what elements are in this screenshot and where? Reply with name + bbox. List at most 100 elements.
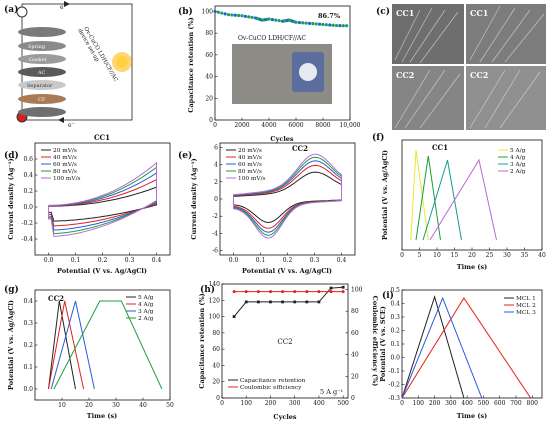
retention-point [237, 13, 241, 18]
series-line [401, 297, 532, 399]
plot-h-lines [232, 285, 345, 318]
series-line [415, 155, 441, 241]
y-tick-label: -6 [212, 248, 218, 255]
legend-label: 20 mV/s [53, 148, 77, 154]
plot-e-lines [233, 153, 342, 239]
legend-label: 3 A/g [510, 162, 526, 168]
coulombic-point [317, 290, 321, 294]
retention-point [220, 11, 224, 15]
cv-curve [48, 186, 157, 222]
layer-label-separator: Separator [27, 83, 53, 89]
plot-f-xlabel: Time (s) [457, 263, 487, 271]
panel-c-label: (c) [376, 6, 390, 17]
y-tick-label: 2 [214, 179, 218, 186]
legend-label: 60 mV/s [53, 162, 77, 168]
capacitance-point [341, 285, 345, 289]
plot-h-y2label: Coulombic efficiency (%) [371, 296, 379, 387]
x-tick-label: 4000 [261, 122, 276, 129]
plot-f-lines [410, 149, 497, 241]
y-tick-label: 0.0 [390, 355, 400, 362]
capacitance-point [305, 300, 309, 304]
plot-e-ylabel: Current density (Ag⁻¹) [190, 158, 198, 239]
x-tick-label: 100 [413, 400, 425, 407]
retention-point [334, 23, 339, 28]
sem-label-3: CC2 [396, 70, 414, 80]
separator-layer [18, 80, 66, 90]
plot-h-ylabel: Capacitance retention (%) [198, 293, 206, 388]
sem-image-1 [392, 4, 464, 64]
plot-d-ylabel: Current density (Ag⁻¹) [7, 158, 15, 239]
cap-layer [18, 27, 66, 37]
retention-point [294, 20, 298, 24]
x-tick-label: 0.3 [125, 257, 135, 264]
cv-curve [48, 161, 157, 237]
y-tick-label: 20 [212, 379, 220, 386]
x-tick-label: 300 [289, 400, 301, 407]
x-tick-label: 600 [494, 400, 506, 407]
cv-curve [48, 166, 157, 235]
coulombic-point [341, 290, 345, 294]
plot-f-title: CC1 [432, 143, 448, 152]
coulombic-point [305, 290, 309, 294]
panel-d: (d) 0.0 0.1 0.2 0.3 0.4-0.4-0.20.00.20.40.6 … [4, 133, 171, 275]
electron-label-top: e⁻ [60, 4, 67, 11]
x-tick-label: 200 [429, 400, 441, 407]
retention-point [341, 24, 345, 28]
legend-label: 100 mV/s [238, 176, 266, 182]
retention-point [321, 22, 325, 27]
x-tick-label: 0.2 [98, 257, 108, 264]
x-tick-label: 50 [166, 402, 174, 409]
y-tick-label: 20 [205, 95, 213, 102]
series-line [53, 300, 163, 390]
series-line [48, 300, 76, 390]
panel-d-label: (d) [4, 150, 19, 161]
x-tick-label: 0.0 [229, 257, 239, 264]
coulombic-point [232, 290, 236, 294]
y-tick-label: 6 [214, 144, 218, 151]
retention-point [233, 13, 237, 17]
y-tick-label: 0.4 [23, 172, 33, 179]
legend-label: 5 A/g [138, 295, 154, 301]
plot-d-xlabel: Potential (V vs. Ag/AgCl) [57, 267, 147, 275]
x-tick-label: 0 [400, 252, 404, 259]
y-tick-label: 100 [209, 314, 221, 321]
panel-i: (i) 0 100 200 300 400 500 600 700 800 -0.3 -0.2 -0.… [379, 287, 543, 420]
y-tick-label: 80 [212, 330, 220, 337]
legend-label: 5 A/g [510, 148, 526, 154]
coulombic-point [256, 290, 260, 294]
plot-h-frame [221, 283, 349, 399]
legend-label: 2 A/g [510, 169, 526, 175]
x-tick-label: 8000 [315, 122, 330, 129]
x-tick-label: 0 [400, 400, 404, 407]
y2-tick-label: 20 [351, 373, 359, 380]
retention-point [345, 24, 349, 28]
coulombic-point [281, 290, 285, 294]
anode-terminal [16, 6, 28, 18]
plot-g-title: CC2 [48, 294, 64, 303]
plot-i-ticks: 0 100 200 300 400 500 600 700 800 -0.3 -0.2 -0.1 0.0… [388, 287, 538, 407]
plot-i-lines [401, 295, 532, 399]
coulombic-point [244, 290, 248, 294]
plot-g-lines [48, 300, 163, 390]
panel-e: (e) 0.0 0.1 0.2 0.3 0.4 -6 -4 -2 0 2 4 6 20 mV/s40 … [178, 142, 356, 275]
plot-h-xlabel: Cycles [273, 413, 297, 421]
y-tick-label: 0 [216, 395, 220, 402]
x-tick-label: 0.4 [337, 257, 347, 264]
retention-point [277, 19, 281, 23]
x-tick-label: 30 [112, 402, 120, 409]
sem-label-1: CC1 [396, 8, 414, 18]
retention-point [240, 14, 244, 18]
panel-c: (c) CC1 CC1 CC2 CC2 [376, 4, 546, 130]
sem-image-2 [466, 4, 546, 64]
legend-label: MCL 3 [516, 310, 536, 316]
x-tick-label: 300 [445, 400, 457, 407]
panel-b: (b) 0 2000 4000 6000 8000 10,000020406080100 … [178, 5, 361, 143]
sem-label-4: CC2 [470, 70, 488, 80]
ac-layer [18, 67, 66, 77]
x-tick-label: 6000 [288, 122, 303, 129]
legend-label: 2 A/g [138, 316, 154, 322]
spring-layer [18, 41, 66, 51]
plot-g-legend: 5 A/g4 A/g3 A/g2 A/g [126, 295, 154, 322]
